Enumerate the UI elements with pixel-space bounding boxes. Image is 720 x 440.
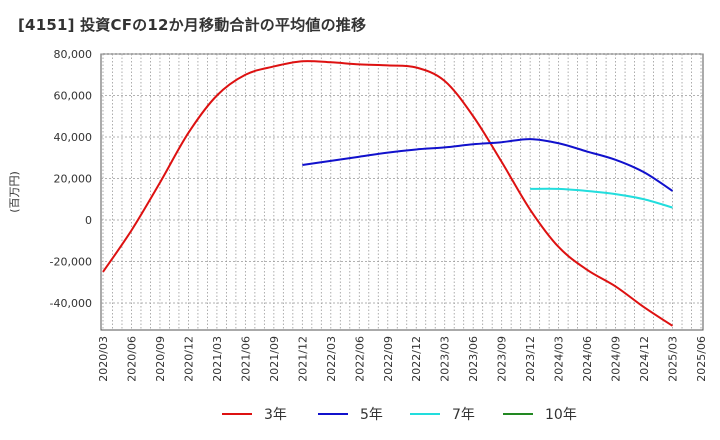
x-tick-label: 2021/09 bbox=[268, 336, 281, 382]
y-tick-label: -40,000 bbox=[50, 297, 92, 310]
x-tick-label: 2024/03 bbox=[553, 336, 566, 382]
legend-label: 7年 bbox=[452, 407, 475, 423]
y-tick-label: 40,000 bbox=[54, 131, 93, 144]
x-tick-label: 2024/06 bbox=[581, 336, 594, 382]
x-tick-label: 2021/03 bbox=[211, 336, 224, 382]
legend-label: 5年 bbox=[360, 407, 383, 423]
x-tick-label: 2022/03 bbox=[325, 336, 338, 382]
y-axis-label: (百万円) bbox=[8, 171, 21, 213]
legend-label: 3年 bbox=[264, 407, 287, 423]
series-line-5年 bbox=[302, 138, 674, 192]
x-tick-label: 2022/09 bbox=[382, 336, 395, 382]
y-tick-label: -20,000 bbox=[50, 256, 92, 269]
x-tick-label: 2025/03 bbox=[667, 336, 680, 382]
legend-label: 10年 bbox=[545, 407, 577, 423]
x-tick-label: 2020/03 bbox=[97, 336, 110, 382]
x-tick-label: 2025/06 bbox=[695, 336, 708, 382]
x-tick-label: 2020/12 bbox=[182, 336, 195, 382]
x-tick-label: 2023/09 bbox=[496, 336, 509, 382]
x-tick-label: 2022/12 bbox=[410, 336, 423, 382]
y-tick-label: 60,000 bbox=[54, 90, 93, 103]
y-tick-label: 80,000 bbox=[54, 48, 93, 61]
x-tick-label: 2023/12 bbox=[524, 336, 537, 382]
x-tick-label: 2021/06 bbox=[239, 336, 252, 382]
x-tick-label: 2022/06 bbox=[353, 336, 366, 382]
x-tick-label: 2023/03 bbox=[439, 336, 452, 382]
x-tick-label: 2020/06 bbox=[125, 336, 138, 382]
x-tick-label: 2023/06 bbox=[467, 336, 480, 382]
series-line-3年 bbox=[102, 60, 674, 327]
x-tick-label: 2021/12 bbox=[296, 336, 309, 382]
series-line-7年 bbox=[530, 187, 673, 209]
y-tick-label: 20,000 bbox=[54, 173, 93, 186]
x-tick-label: 2024/12 bbox=[638, 336, 651, 382]
x-tick-label: 2024/09 bbox=[610, 336, 623, 382]
y-tick-label: 0 bbox=[85, 214, 92, 227]
chart-title: [4151] 投資CFの12か月移動合計の平均値の推移 bbox=[18, 16, 367, 34]
x-tick-label: 2020/09 bbox=[154, 336, 167, 382]
